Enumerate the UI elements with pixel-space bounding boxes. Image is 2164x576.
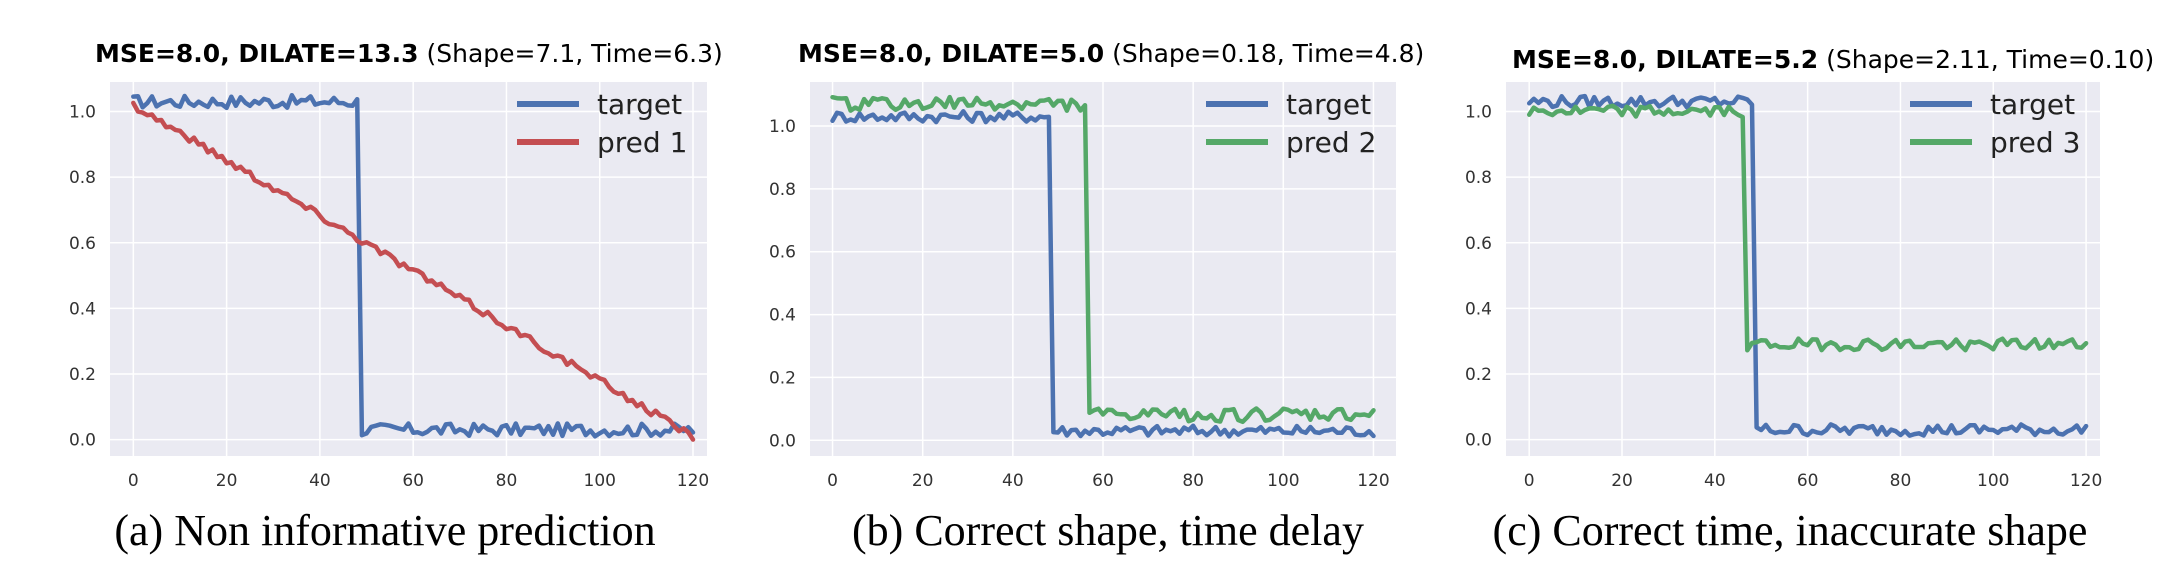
- x-tick-label: 0: [827, 471, 838, 491]
- x-tick-label: 80: [496, 471, 518, 491]
- legend-label: pred 2: [1286, 126, 1376, 159]
- series-line-target: [830, 109, 1376, 439]
- y-tick-label: 0.2: [69, 365, 96, 385]
- y-tick-label: 0.0: [769, 431, 796, 451]
- chart-title-details: (Shape=2.11, Time=0.10): [1818, 45, 2154, 74]
- x-tick-label: 120: [1357, 471, 1389, 491]
- x-tick-label: 60: [1092, 471, 1114, 491]
- chart-title-metrics: MSE=8.0, DILATE=5.0: [798, 39, 1104, 68]
- x-tick-label: 120: [2070, 471, 2102, 491]
- x-tick-label: 60: [1797, 471, 1819, 491]
- series-line-pred-2: [830, 94, 1376, 425]
- y-tick-label: 0.0: [69, 431, 96, 451]
- y-tick-label: 0.8: [69, 168, 96, 188]
- panel-caption: (b) Correct shape, time delay: [852, 506, 1364, 555]
- y-tick-label: 1.0: [769, 117, 796, 137]
- series-line-pred-3: [1526, 103, 2089, 353]
- chart-title-details: (Shape=0.18, Time=4.8): [1104, 39, 1424, 68]
- x-tick-label: 0: [1524, 471, 1535, 491]
- x-tick-label: 20: [216, 471, 238, 491]
- x-tick-label: 20: [912, 471, 934, 491]
- legend: target pred 2: [1206, 88, 1376, 159]
- y-tick-label: 0.2: [769, 368, 796, 388]
- series-line-pred-1: [131, 100, 696, 442]
- chart-title-metrics: MSE=8.0, DILATE=5.2: [1512, 45, 1818, 74]
- y-tick-label: 0.4: [69, 299, 96, 319]
- plot-area: [1506, 82, 2100, 456]
- legend-label: pred 1: [597, 126, 687, 159]
- chart-title-details: (Shape=7.1, Time=6.3): [419, 39, 723, 68]
- x-tick-label: 100: [1977, 471, 2009, 491]
- y-tick-label: 0.4: [769, 306, 796, 326]
- series-line-target: [131, 92, 696, 439]
- legend-label: target: [1990, 88, 2075, 121]
- x-tick-label: 20: [1611, 471, 1633, 491]
- legend-label: target: [1286, 88, 1371, 121]
- chart-title: MSE=8.0, DILATE=5.0 (Shape=0.18, Time=4.…: [798, 39, 1424, 68]
- y-tick-label: 0.6: [69, 234, 96, 254]
- chart-panel-3: 0 20 40 60 80 100 120 0.0 0.2 0.4 0.6 0.8 1.0 target p…: [1465, 45, 2154, 555]
- series-line-target: [1526, 93, 2089, 438]
- chart-panel-2: 0 20 40 60 80 100 120 0.0 0.2 0.4 0.6 0.8 1.0 target p…: [769, 39, 1424, 555]
- y-tick-label: 0.0: [1465, 431, 1492, 451]
- chart-title: MSE=8.0, DILATE=13.3 (Shape=7.1, Time=6.…: [95, 39, 723, 68]
- legend-label: target: [597, 88, 682, 121]
- x-tick-label: 40: [1002, 471, 1024, 491]
- x-tick-label: 60: [402, 471, 424, 491]
- y-tick-label: 0.6: [769, 243, 796, 263]
- legend: target pred 1: [517, 88, 687, 159]
- x-tick-label: 80: [1890, 471, 1912, 491]
- panel-caption: (a) Non informative prediction: [114, 506, 655, 555]
- chart-panel-1: 0 20 40 60 80 100 120 0.0 0.2 0.4 0.6 0.8 1.0 target p…: [69, 39, 723, 555]
- y-tick-label: 1.0: [1465, 103, 1492, 123]
- panel-caption: (c) Correct time, inaccurate shape: [1493, 506, 2088, 555]
- x-tick-label: 100: [584, 471, 616, 491]
- y-tick-label: 0.8: [1465, 168, 1492, 188]
- x-tick-label: 40: [309, 471, 331, 491]
- y-tick-label: 0.4: [1465, 299, 1492, 319]
- x-tick-label: 80: [1182, 471, 1204, 491]
- x-tick-label: 0: [128, 471, 139, 491]
- chart-title-metrics: MSE=8.0, DILATE=13.3: [95, 39, 419, 68]
- y-tick-label: 0.2: [1465, 365, 1492, 385]
- chart-title: MSE=8.0, DILATE=5.2 (Shape=2.11, Time=0.…: [1512, 45, 2154, 74]
- y-tick-label: 0.8: [769, 180, 796, 200]
- y-tick-label: 1.0: [69, 103, 96, 123]
- x-tick-label: 120: [677, 471, 709, 491]
- legend-label: pred 3: [1990, 126, 2080, 159]
- y-tick-label: 0.6: [1465, 234, 1492, 254]
- x-tick-label: 40: [1704, 471, 1726, 491]
- x-tick-label: 100: [1267, 471, 1299, 491]
- legend: target pred 3: [1910, 88, 2080, 159]
